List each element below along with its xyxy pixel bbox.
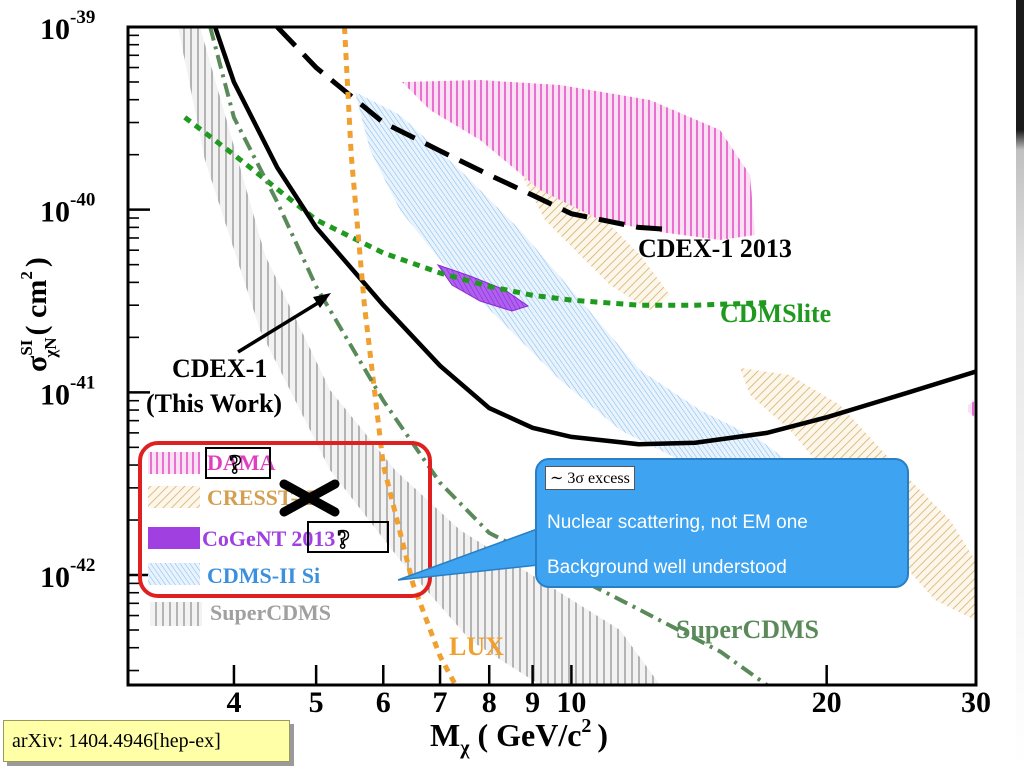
- y-axis-title-rest: ( cm: [20, 280, 53, 336]
- x-tick-label: 8: [482, 686, 497, 719]
- x-tick-label: 30: [961, 686, 991, 719]
- x-axis-title-close: ): [597, 717, 608, 753]
- y-axis-title-sup2: 2: [17, 271, 36, 280]
- label-lux: LUX: [449, 632, 504, 661]
- supercdms-band: [178, 27, 660, 685]
- y-tick-label: 10-39: [40, 7, 95, 46]
- y-tick-label: 10-41: [40, 372, 95, 411]
- annotation-arrow-shaft: [237, 296, 327, 354]
- callout-box: ∼ 3σ excess Nuclear scattering, not EM o…: [535, 458, 909, 588]
- legend-label-supercdms: SuperCDMS: [210, 600, 331, 625]
- x-axis: 4 5 6 7 8 9 10 20 30: [226, 665, 991, 719]
- slide-edge-bar: [1016, 0, 1024, 768]
- curve-cdex-1-2013: [275, 27, 669, 232]
- annotation-arrow-head: [313, 293, 331, 308]
- x-axis-title-sup: 2: [581, 715, 591, 737]
- label-cdex-2013: CDEX-1 2013: [638, 234, 792, 263]
- legend-label-cogent: CoGeNT 2013: [202, 526, 335, 551]
- y-axis-title: σSI χN( cm2): [17, 257, 60, 372]
- label-supercdms: SuperCDMS: [676, 615, 819, 644]
- curve-supercdms: [208, 27, 768, 685]
- y-axis-title-main: σ: [20, 355, 53, 372]
- legend-label-dama: DAMA: [207, 450, 276, 475]
- plot-frame: [126, 25, 978, 687]
- callout-line-1: Nuclear scattering, not EM one: [547, 512, 808, 533]
- x-tick-label: 9: [525, 686, 540, 719]
- y-axis-title-sub: χN: [41, 337, 60, 359]
- y-tick-label: 10-40: [40, 190, 95, 229]
- x-tick-label: 6: [376, 686, 391, 719]
- cresst-region-upper: [520, 172, 670, 310]
- arxiv-reference: arXiv: 1404.4946[hep-ex]: [3, 720, 290, 762]
- curve-cdex-1-this-work: [212, 27, 976, 447]
- legend-label-cdms-si: CDMS-II Si: [207, 563, 320, 588]
- callout-line-2: Background well understood: [547, 557, 787, 578]
- legend: DAMA CRESST-II CoGeNT 2013 CDMS-II Si Su…: [138, 441, 432, 626]
- y-axis-title-close: ): [20, 257, 53, 267]
- label-cdmslite: CDMSlite: [720, 299, 831, 328]
- cogent-question-box: [307, 521, 389, 553]
- annotation-line1: CDEX-1: [172, 354, 267, 383]
- x-tick-label: 7: [433, 686, 448, 719]
- question-mark-icon: ?: [229, 450, 242, 479]
- x-tick-label: 10: [556, 686, 586, 719]
- callout-heading: ∼ 3σ excess: [545, 466, 635, 490]
- x-axis-title-main: M: [430, 717, 460, 753]
- legend-highlight-box: [138, 441, 432, 598]
- legend-swatch-cdms-si: [148, 563, 200, 585]
- y-tick-label: 10-42: [40, 555, 95, 594]
- x-axis-title-rest: ( GeV/c: [477, 717, 581, 753]
- legend-swatch-cogent: [148, 527, 200, 549]
- annotation-line2: (This Work): [146, 389, 282, 418]
- dama-region: [402, 80, 755, 240]
- x-tick-label: 5: [309, 686, 324, 719]
- cogent-region: [436, 264, 530, 312]
- dama-question-box: [205, 447, 271, 479]
- question-mark-icon: ?: [337, 525, 350, 554]
- x-tick-label: 4: [226, 686, 241, 719]
- y-axis: 10-39 10-40 10-41 10-42: [40, 7, 150, 672]
- x-tick-label: 20: [812, 686, 842, 719]
- arxiv-reference-text: arXiv: 1404.4946[hep-ex]: [12, 730, 221, 752]
- cdms-si-region: [355, 92, 850, 510]
- dama-region-small: [968, 400, 976, 418]
- cross-icon: [279, 479, 340, 517]
- curve-lux: [342, 27, 458, 685]
- curve-cdmslite: [183, 115, 767, 308]
- legend-swatch-cresst: [148, 486, 200, 508]
- legend-swatch-dama: [148, 452, 200, 474]
- x-axis-title-sub: χ: [459, 737, 470, 759]
- x-axis-title: Mχ ( GeV/c2): [430, 715, 608, 759]
- y-axis-title-sup: SI: [17, 339, 36, 355]
- legend-swatch-supercdms: [150, 602, 202, 626]
- exclusion-curves: [183, 27, 976, 685]
